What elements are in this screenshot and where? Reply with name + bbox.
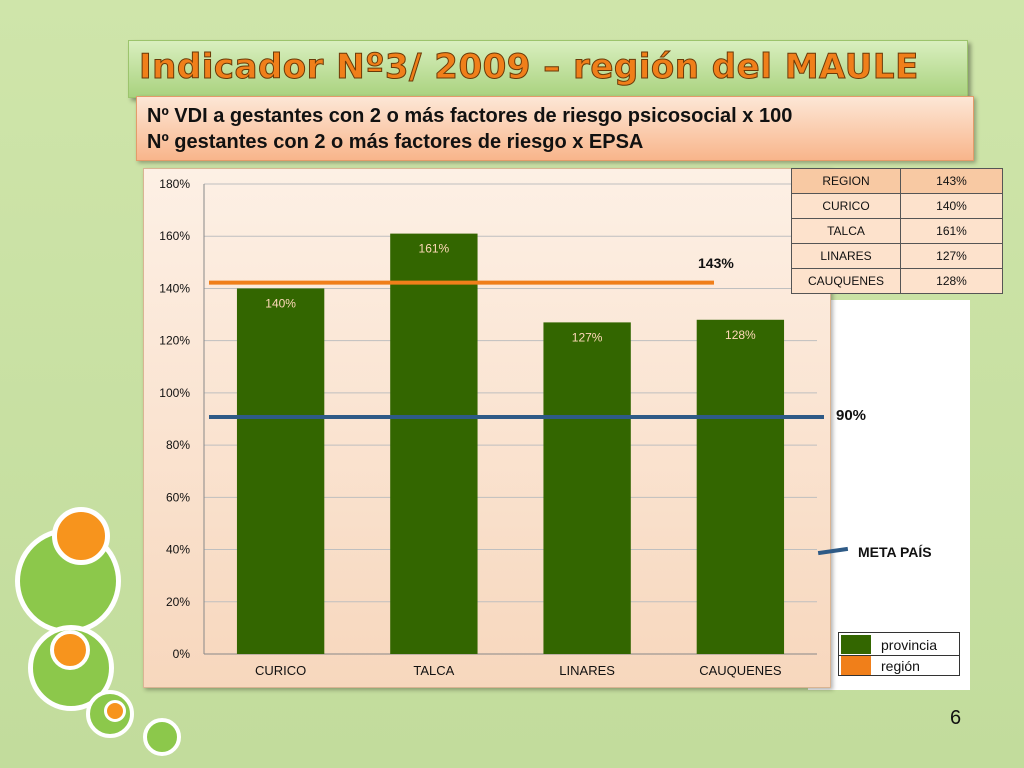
deco-circle-orange-2 bbox=[50, 630, 90, 670]
y-tick-label: 20% bbox=[166, 595, 190, 609]
region-table-name: CURICO bbox=[791, 193, 901, 219]
region-table-name: REGION bbox=[791, 168, 901, 194]
bar-value-label: 140% bbox=[265, 296, 296, 310]
deco-circle-orange-3 bbox=[104, 700, 126, 722]
region-table-name: TALCA bbox=[791, 218, 901, 244]
region-table-value: 161% bbox=[900, 218, 1003, 244]
y-tick-label: 100% bbox=[159, 386, 190, 400]
bar-value-label: 161% bbox=[419, 242, 450, 256]
region-line-label: 143% bbox=[698, 255, 734, 271]
slide-title: Indicador Nº3/ 2009 – región del MAULE bbox=[139, 47, 919, 88]
region-table-value: 143% bbox=[900, 168, 1003, 194]
legend: provincia región bbox=[838, 632, 960, 676]
x-tick-label: LINARES bbox=[559, 663, 615, 678]
bar bbox=[696, 319, 785, 654]
x-tick-label: TALCA bbox=[413, 663, 454, 678]
formula-denominator: Nº gestantes con 2 o más factores de rie… bbox=[147, 131, 644, 153]
bar bbox=[543, 322, 631, 654]
y-tick-label: 160% bbox=[159, 229, 190, 243]
x-tick-label: CAUQUENES bbox=[699, 663, 782, 678]
chart-panel: 0% 20% 40% 60% 80% 100% 120% 140% 160% 180% 140% CU… bbox=[143, 168, 831, 688]
y-tick-label: 120% bbox=[159, 334, 190, 348]
region-table-value: 128% bbox=[900, 268, 1003, 294]
bar-chart: 0% 20% 40% 60% 80% 100% 120% 140% 160% 180% 140% CU… bbox=[159, 177, 824, 678]
region-table-row: CAUQUENES 128% bbox=[791, 268, 1003, 294]
legend-item-provincia: provincia bbox=[839, 634, 959, 656]
y-tick-label: 0% bbox=[173, 647, 191, 661]
page-number: 6 bbox=[950, 707, 962, 729]
legend-item-region: región bbox=[839, 655, 959, 676]
y-tick-label: 60% bbox=[166, 490, 190, 504]
legend-swatch bbox=[841, 635, 871, 654]
region-table-value: 127% bbox=[900, 243, 1003, 269]
side-panel bbox=[808, 300, 970, 690]
y-tick-label: 40% bbox=[166, 543, 190, 557]
meta-line-label: 90% bbox=[836, 407, 867, 424]
region-table-row: CURICO 140% bbox=[791, 193, 1003, 219]
region-table-row: REGION 143% bbox=[791, 168, 1003, 194]
title-box: Indicador Nº3/ 2009 – región del MAULE bbox=[128, 40, 968, 98]
region-table-row: LINARES 127% bbox=[791, 243, 1003, 269]
bar-value-label: 127% bbox=[572, 330, 603, 344]
y-tick-label: 80% bbox=[166, 438, 190, 452]
deco-circle-tiny bbox=[143, 718, 181, 756]
region-table-value: 140% bbox=[900, 193, 1003, 219]
x-tick-label: CURICO bbox=[255, 663, 306, 678]
bar bbox=[390, 233, 478, 654]
region-table-name: CAUQUENES bbox=[791, 268, 901, 294]
meta-pais-label: META PAÍS bbox=[858, 544, 932, 560]
bar-value-label: 128% bbox=[725, 328, 756, 342]
y-tick-label: 140% bbox=[159, 281, 190, 295]
formula-numerator: Nº VDI a gestantes con 2 o más factores … bbox=[147, 105, 793, 127]
legend-label: provincia bbox=[881, 637, 938, 653]
bar bbox=[236, 288, 325, 654]
region-table: REGION 143% CURICO 140% TALCA 161% LINARES 127%… bbox=[791, 168, 1003, 294]
formula-box: Nº VDI a gestantes con 2 o más factores … bbox=[136, 96, 974, 161]
region-table-name: LINARES bbox=[791, 243, 901, 269]
legend-swatch bbox=[841, 656, 871, 675]
y-tick-label: 180% bbox=[159, 177, 190, 191]
region-table-row: TALCA 161% bbox=[791, 218, 1003, 244]
legend-label: región bbox=[881, 658, 920, 674]
deco-circle-orange-1 bbox=[52, 507, 110, 565]
